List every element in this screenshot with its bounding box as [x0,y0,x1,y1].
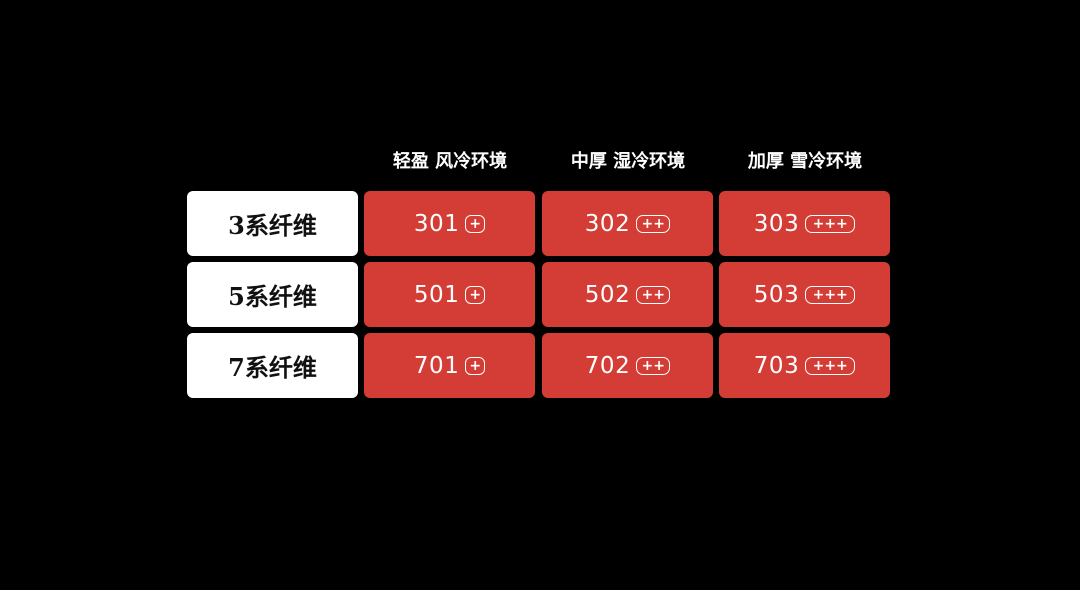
cell-701: 701 + [364,333,535,398]
cell-code: 301 [413,210,460,237]
column-header-light: 轻盈 风冷环境 [392,151,508,172]
cell-303: 303 +++ [719,191,890,256]
triple-plus-badge-icon: +++ [805,356,856,375]
plus-badge-icon: + [465,356,486,375]
row-label-7-series: 7系纤维 [187,333,358,398]
cell-703: 703 +++ [719,333,890,398]
double-plus-badge-icon: ++ [636,214,671,233]
cell-code: 703 [753,352,800,379]
triple-plus-badge-icon: +++ [805,214,856,233]
row-label-3-series: 3系纤维 [187,191,358,256]
cell-501: 501 + [364,262,535,327]
double-plus-badge-icon: ++ [636,356,671,375]
cell-code: 503 [753,281,800,308]
cell-code: 702 [584,352,631,379]
cell-code: 501 [413,281,460,308]
cell-code: 302 [584,210,631,237]
cell-502: 502 ++ [542,262,713,327]
cell-code: 502 [584,281,631,308]
cell-code: 303 [753,210,800,237]
triple-plus-badge-icon: +++ [805,285,856,304]
cell-code: 701 [413,352,460,379]
cell-301: 301 + [364,191,535,256]
cell-302: 302 ++ [542,191,713,256]
column-header-medium: 中厚 湿冷环境 [570,151,686,172]
double-plus-badge-icon: ++ [636,285,671,304]
plus-badge-icon: + [465,285,486,304]
column-header-thick: 加厚 雪冷环境 [747,151,863,172]
row-label-5-series: 5系纤维 [187,262,358,327]
plus-badge-icon: + [465,214,486,233]
cell-702: 702 ++ [542,333,713,398]
cell-503: 503 +++ [719,262,890,327]
